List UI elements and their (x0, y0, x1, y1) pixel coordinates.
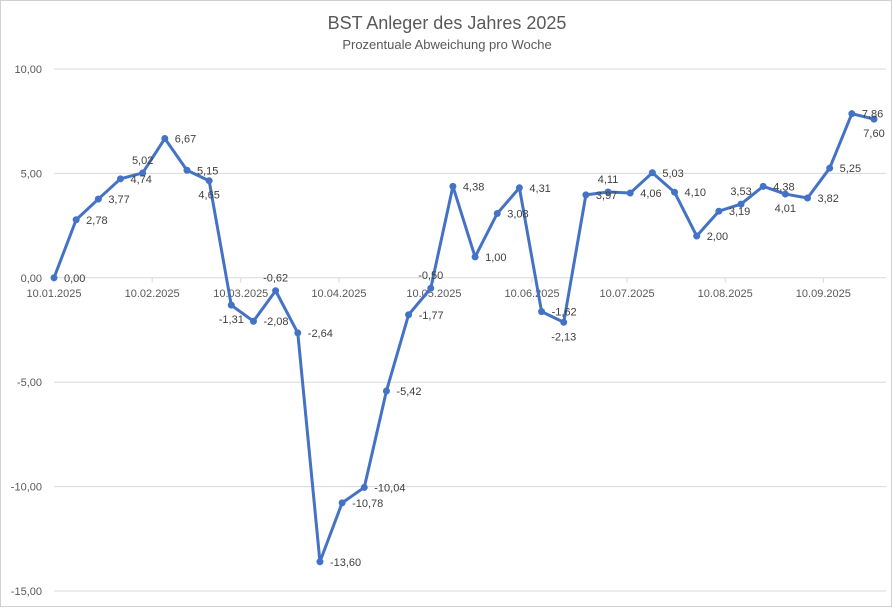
data-point (139, 169, 147, 177)
y-tick-label: 5,00 (21, 168, 42, 180)
x-tick-label: 10.03.2025 (213, 288, 268, 300)
data-label: 2,00 (707, 231, 728, 243)
data-point (427, 284, 435, 292)
chart-subtitle: Prozentuale Abweichung pro Woche (342, 37, 552, 52)
data-label: 3,82 (818, 193, 839, 205)
y-tick-label: -15,00 (11, 586, 42, 598)
x-tick-label: 10.01.2025 (26, 288, 81, 300)
data-point (515, 184, 523, 192)
data-label: -1,77 (419, 310, 444, 322)
data-point (759, 182, 767, 190)
data-label: -0,50 (418, 270, 443, 282)
x-tick-label: 10.09.2025 (796, 288, 851, 300)
data-point (848, 110, 856, 118)
data-label: 0,00 (64, 273, 85, 285)
data-label: -2,13 (551, 331, 576, 343)
data-point (183, 166, 191, 174)
x-tick-label: 10.02.2025 (125, 288, 180, 300)
data-label: -10,04 (374, 482, 405, 494)
data-point (272, 287, 280, 295)
data-point (582, 191, 590, 199)
data-point (227, 301, 235, 309)
data-point (870, 115, 878, 123)
x-tick-label: 10.04.2025 (311, 288, 366, 300)
series-line (52, 112, 875, 564)
data-label: -1,31 (219, 314, 244, 326)
data-label: 4,31 (529, 183, 550, 195)
data-label: 4,65 (198, 190, 219, 202)
data-point (604, 188, 612, 196)
data-point (116, 175, 124, 183)
data-label: 6,67 (175, 134, 196, 146)
data-point (471, 253, 479, 261)
data-point (72, 216, 80, 224)
data-point (781, 190, 789, 198)
data-point (449, 182, 457, 190)
data-label: 7,86 (862, 109, 883, 121)
data-label: -13,60 (330, 557, 361, 569)
data-point (648, 169, 656, 177)
data-point (382, 387, 390, 395)
data-point (316, 558, 324, 566)
data-point (294, 329, 302, 337)
data-label: -1,62 (552, 307, 577, 319)
data-label: 1,00 (485, 252, 506, 264)
data-label: 5,02 (132, 155, 153, 167)
data-label: 3,97 (596, 190, 617, 202)
data-point (671, 188, 679, 196)
data-label: 5,25 (840, 163, 861, 175)
y-tick-label: 0,00 (21, 273, 42, 285)
y-tick-label: -10,00 (11, 482, 42, 494)
data-point (826, 164, 834, 172)
data-point (338, 499, 346, 507)
x-tick-label: 10.05.2025 (406, 288, 461, 300)
x-tick-label: 10.06.2025 (505, 288, 560, 300)
data-label: 3,08 (507, 208, 528, 220)
data-point (538, 308, 546, 316)
chart-title: BST Anleger des Jahres 2025 (327, 13, 567, 33)
data-label: 4,01 (775, 203, 796, 215)
y-tick-label: 10,00 (14, 64, 42, 76)
data-label: 4,38 (463, 181, 484, 193)
data-point (405, 311, 413, 319)
data-label: 4,06 (640, 188, 661, 200)
data-label: 2,78 (86, 215, 107, 227)
data-label: 4,74 (130, 174, 151, 186)
data-label: 7,60 (863, 128, 884, 140)
data-label: 3,53 (730, 186, 751, 198)
data-label: 5,15 (197, 165, 218, 177)
data-point (804, 194, 812, 202)
data-point (205, 177, 213, 185)
data-point (360, 483, 368, 491)
data-label: 3,19 (729, 206, 750, 218)
data-label: -2,64 (308, 328, 333, 340)
data-point (94, 195, 102, 203)
x-tick-label: 10.07.2025 (600, 288, 655, 300)
data-point (161, 135, 169, 143)
data-point (50, 274, 58, 282)
data-point (560, 318, 568, 326)
data-label: 5,03 (662, 168, 683, 180)
data-label: 4,10 (685, 187, 706, 199)
data-label: -10,78 (352, 498, 383, 510)
x-tick-label: 10.08.2025 (698, 288, 753, 300)
data-label: 4,11 (598, 174, 619, 186)
data-point (626, 189, 634, 197)
data-label: -5,42 (396, 386, 421, 398)
data-label: 4,38 (773, 181, 794, 193)
data-label: -0,62 (263, 273, 288, 285)
data-point (493, 209, 501, 217)
data-label: -2,08 (263, 316, 288, 328)
data-point (249, 317, 257, 325)
data-point (737, 200, 745, 208)
y-tick-label: -5,00 (17, 377, 42, 389)
data-label: 3,77 (108, 194, 129, 206)
data-point (715, 207, 723, 215)
data-point (693, 232, 701, 240)
